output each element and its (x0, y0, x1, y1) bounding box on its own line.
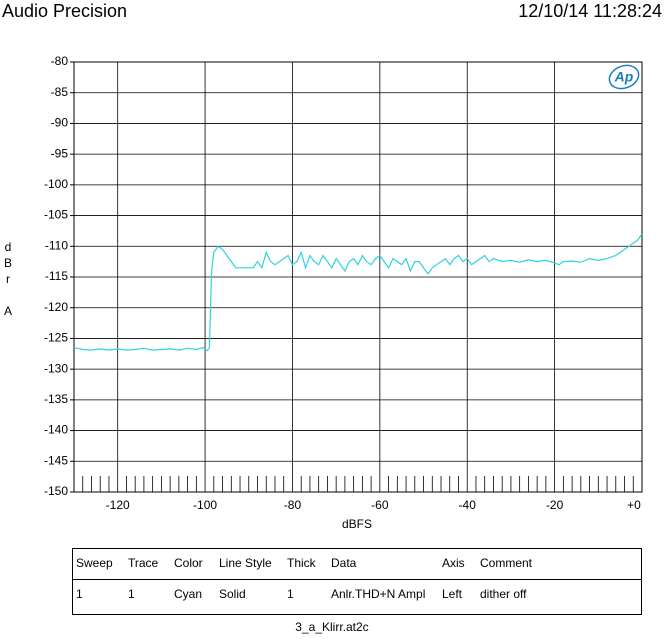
y-tick-label: -105 (44, 208, 68, 222)
table-cell: Cyan (174, 587, 203, 601)
table-cell: Comment (480, 556, 533, 570)
table-row: 1 1 Cyan Solid 1 Anlr.THD+N Ampl Left dither of… (73, 580, 641, 614)
table-header: Sweep Trace Color Line Style Thick Data Axis Co… (73, 549, 641, 580)
logo-text: Ap (614, 69, 634, 85)
y-tick-label: -145 (44, 453, 68, 467)
y-tick-label: -95 (51, 146, 69, 160)
table-cell: 1 (287, 587, 294, 601)
data-line (73, 233, 643, 352)
x-tick-label: -100 (193, 498, 217, 512)
y-tick-label: -115 (45, 269, 68, 283)
table-cell: Line Style (219, 556, 272, 570)
chart: Audio Precision 12/10/14 11:28:24 dBr A … (1, 1, 662, 531)
table-cell: Anlr.THD+N Ampl (331, 587, 426, 601)
footer: 3_a_Klirr.at2c (295, 620, 369, 634)
logo: Ap (608, 64, 640, 90)
x-tick-label: -120 (106, 498, 130, 512)
table-cell: Solid (219, 587, 246, 601)
y-tick-label: -80 (51, 54, 69, 68)
timestamp: 12/10/14 11:28:24 (518, 1, 662, 21)
x-tick-label: -60 (371, 498, 389, 512)
x-tick-label: -80 (284, 498, 302, 512)
y-tick-label: -135 (44, 392, 68, 406)
y-tick-label: -150 (44, 484, 68, 498)
table-cell: Sweep (76, 556, 113, 570)
table-cell: 1 (76, 587, 83, 601)
x-tick-label: +0 (627, 498, 641, 512)
plot-frame (73, 61, 643, 493)
x-tick-label: -40 (459, 498, 477, 512)
table-cell: Data (331, 556, 357, 570)
table-cell: 1 (128, 587, 135, 601)
title: Audio Precision (2, 1, 127, 21)
table-cell: Trace (128, 556, 159, 570)
y-axis-label: dBr A (1, 240, 15, 320)
table-cell: Axis (442, 556, 465, 570)
table-cell: dither off (480, 587, 527, 601)
table-cell: Left (442, 587, 463, 601)
y-tick-label: -85 (51, 85, 69, 99)
y-tick-label: -100 (44, 177, 68, 191)
x-axis-label: dBFS (342, 517, 372, 531)
y-tick-label: -130 (44, 361, 68, 375)
y-tick-label: -110 (45, 238, 68, 252)
y-tick-label: -120 (44, 300, 68, 314)
y-tick-label: -90 (51, 116, 69, 130)
y-tick-label: -125 (44, 331, 68, 345)
y-tick-label: -140 (44, 423, 68, 437)
legend-table: Sweep Trace Color Line Style Thick Data Axis Co… (72, 548, 642, 615)
table-cell: Color (174, 556, 203, 570)
x-tick-label: -20 (546, 498, 564, 512)
table-cell: Thick (287, 556, 316, 570)
